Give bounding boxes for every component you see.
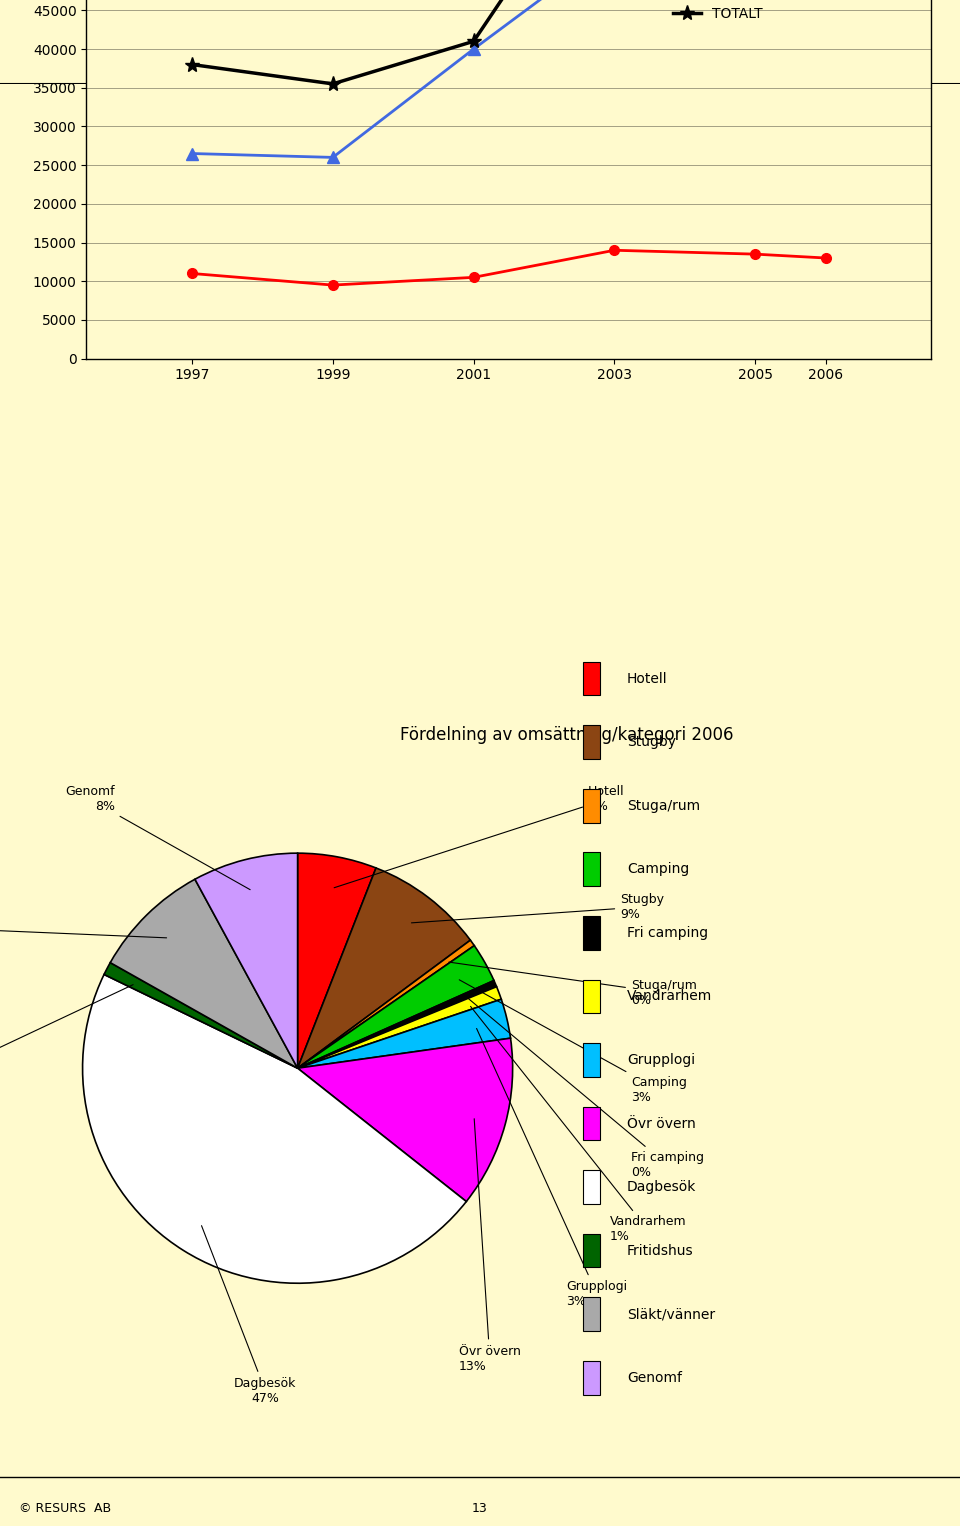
FancyBboxPatch shape <box>584 725 600 758</box>
Kommersiell <box>327 148 339 166</box>
FancyBboxPatch shape <box>584 1361 600 1395</box>
Wedge shape <box>298 1000 511 1068</box>
Ej kommersiell <box>186 264 198 282</box>
Text: Stugby: Stugby <box>627 736 676 749</box>
FancyBboxPatch shape <box>584 662 600 696</box>
TOTALT <box>468 32 479 50</box>
FancyBboxPatch shape <box>584 1297 600 1331</box>
Text: Stugby
9%: Stugby 9% <box>412 893 664 923</box>
Text: Släkt/vänner
9%: Släkt/vänner 9% <box>0 914 167 943</box>
Wedge shape <box>298 981 496 1068</box>
Text: Genomf
8%: Genomf 8% <box>65 786 251 890</box>
Wedge shape <box>298 853 376 1068</box>
Text: Hotell
6%: Hotell 6% <box>334 786 625 888</box>
Text: Grupplogi: Grupplogi <box>627 1053 695 1067</box>
FancyBboxPatch shape <box>584 1106 600 1140</box>
Wedge shape <box>83 975 467 1283</box>
Line: TOTALT: TOTALT <box>184 0 833 92</box>
Text: Hotell: Hotell <box>627 671 668 685</box>
FancyBboxPatch shape <box>584 1044 600 1077</box>
Text: Fritidshus: Fritidshus <box>627 1244 694 1257</box>
Line: Kommersiell: Kommersiell <box>186 0 831 163</box>
FancyBboxPatch shape <box>584 1170 600 1204</box>
Text: Stuga/rum
0%: Stuga/rum 0% <box>449 961 697 1007</box>
Text: 13: 13 <box>472 1502 488 1515</box>
Wedge shape <box>110 879 298 1068</box>
Ej kommersiell <box>327 276 339 295</box>
FancyBboxPatch shape <box>584 789 600 823</box>
Text: Övr övern
13%: Övr övern 13% <box>459 1119 520 1372</box>
Legend: Kommersiell, Ej kommersiell, TOTALT: Kommersiell, Ej kommersiell, TOTALT <box>668 0 820 26</box>
Text: Fri camping: Fri camping <box>627 926 708 940</box>
Wedge shape <box>104 963 298 1068</box>
Text: Fri camping
0%: Fri camping 0% <box>468 998 704 1180</box>
Text: Släkt/vänner: Släkt/vänner <box>627 1308 715 1322</box>
Text: Camping: Camping <box>627 862 689 876</box>
Ej kommersiell <box>609 241 620 259</box>
Kommersiell <box>468 40 479 58</box>
Text: Camping
3%: Camping 3% <box>459 980 686 1103</box>
FancyBboxPatch shape <box>584 980 600 1013</box>
Text: Dagbesök
47%: Dagbesök 47% <box>202 1225 297 1405</box>
Text: Dagbesök: Dagbesök <box>627 1180 696 1193</box>
Text: Vandrarhem: Vandrarhem <box>627 989 712 1004</box>
Text: Vandrarhem
1%: Vandrarhem 1% <box>470 1006 686 1244</box>
Wedge shape <box>298 868 470 1068</box>
Wedge shape <box>298 987 501 1068</box>
FancyBboxPatch shape <box>584 853 600 887</box>
Kommersiell <box>186 145 198 163</box>
Wedge shape <box>298 940 474 1068</box>
Wedge shape <box>298 946 494 1068</box>
FancyBboxPatch shape <box>584 1235 600 1268</box>
Title: Fördelning av omsättning/kategori 2006: Fördelning av omsättning/kategori 2006 <box>399 726 733 743</box>
TOTALT <box>327 75 339 93</box>
Text: Genomf: Genomf <box>627 1370 682 1384</box>
FancyBboxPatch shape <box>584 916 600 949</box>
Ej kommersiell <box>750 246 761 264</box>
Text: Stuga/rum: Stuga/rum <box>627 798 700 813</box>
Wedge shape <box>298 1038 513 1201</box>
Text: © RESURS  AB: © RESURS AB <box>19 1502 111 1515</box>
Text: Grupplogi
3%: Grupplogi 3% <box>476 1029 628 1308</box>
Line: Ej kommersiell: Ej kommersiell <box>187 246 830 290</box>
Wedge shape <box>195 853 298 1068</box>
TOTALT <box>186 55 198 73</box>
Ej kommersiell <box>820 249 831 267</box>
Ej kommersiell <box>468 269 479 287</box>
Text: Övr övern: Övr övern <box>627 1117 696 1131</box>
Text: Fritidshus
1%: Fritidshus 1% <box>0 984 133 1082</box>
